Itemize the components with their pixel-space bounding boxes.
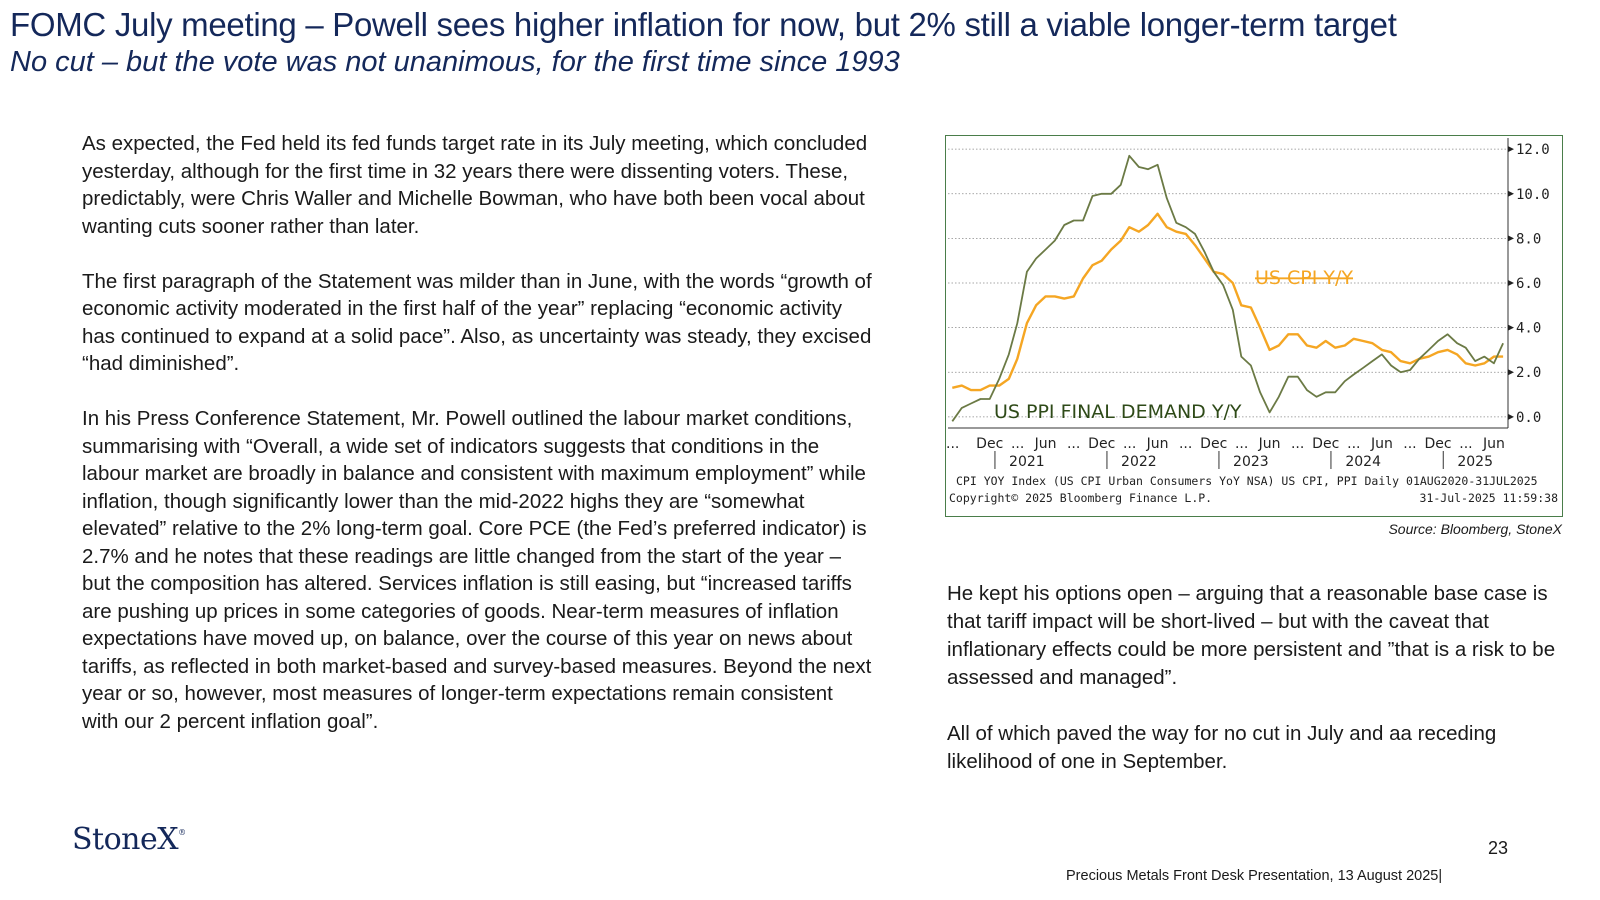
chart-footer-copyright: Copyright© 2025 Bloomberg Finance L.P. (949, 491, 1212, 505)
chart-footer-description: CPI YOY Index (US CPI Urban Consumers Yo… (956, 474, 1538, 488)
x-year-label: 2021 (1009, 454, 1045, 470)
y-tick-label: 4.0 (1516, 321, 1541, 337)
x-tick-ellipsis: ... (1067, 436, 1080, 452)
y-tick-marker (1508, 146, 1514, 153)
footer-text: Precious Metals Front Desk Presentation,… (1066, 868, 1443, 884)
x-month-label: Jun (1258, 436, 1281, 452)
x-year-label: 2025 (1457, 454, 1493, 470)
x-month-label: Jun (1370, 436, 1393, 452)
ppi-series-line (951, 154, 1504, 422)
x-month-label: Dec (1424, 436, 1451, 452)
inflation-chart: 0.0 2.0 4.0 6.0 8.0 10.0 12.0 US CPI Y/Y US PPI … (945, 135, 1563, 517)
x-tick-ellipsis: ... (1235, 436, 1248, 452)
x-month-label: Dec (1312, 436, 1339, 452)
page-subtitle: No cut – but the vote was not unanimous,… (10, 46, 900, 78)
paragraph: The first paragraph of the Statement was… (82, 269, 872, 376)
y-tick-label: 12.0 (1516, 142, 1550, 158)
page-number: 23 (1488, 838, 1509, 858)
y-tick-label: 10.0 (1516, 187, 1550, 203)
paragraph: All of which paved the way for no cut in… (947, 722, 1497, 773)
x-tick-ellipsis: ... (1011, 436, 1024, 452)
x-tick-ellipsis: ... (946, 436, 959, 452)
x-month-label: Jun (1482, 436, 1505, 452)
x-tick-ellipsis: ... (1459, 436, 1472, 452)
x-tick-ellipsis: ... (1179, 436, 1192, 452)
y-tick-marker (1508, 280, 1514, 286)
x-month-label: Jun (1034, 436, 1057, 452)
chart-footer-timestamp: 31-Jul-2025 11:59:38 (1420, 491, 1559, 505)
x-tick-ellipsis: ... (1347, 436, 1360, 452)
x-tick-ellipsis: ... (1403, 436, 1416, 452)
y-tick-label: 2.0 (1516, 365, 1541, 381)
x-tick-ellipsis: ... (1291, 436, 1304, 452)
cpi-series-line (952, 212, 1504, 392)
logo-mark: ® (178, 828, 186, 837)
paragraph: As expected, the Fed held its fed funds … (82, 132, 868, 238)
cpi-series-label: US CPI Y/Y (1255, 267, 1353, 289)
logo-text: StoneX (72, 822, 179, 857)
right-text-column: He kept his options open – arguing that … (947, 580, 1577, 804)
chart-svg: 0.0 2.0 4.0 6.0 8.0 10.0 12.0 US CPI Y/Y US PPI … (946, 138, 1559, 505)
ppi-series-label: US PPI FINAL DEMAND Y/Y (994, 401, 1242, 423)
paragraph: He kept his options open – arguing that … (947, 582, 1556, 689)
y-tick-label: 0.0 (1516, 410, 1541, 426)
x-tick-ellipsis: ... (1123, 436, 1136, 452)
y-tick-marker (1508, 324, 1514, 331)
x-month-label: Dec (1200, 436, 1227, 452)
y-tick-label: 8.0 (1516, 231, 1541, 247)
y-tick-marker (1508, 413, 1514, 420)
y-tick-marker (1508, 369, 1514, 376)
stonex-logo: StoneX® (72, 822, 186, 857)
paragraph: In his Press Conference Statement, Mr. P… (82, 407, 872, 733)
y-tick-label: 6.0 (1516, 276, 1541, 292)
x-month-label: Dec (976, 436, 1003, 452)
y-tick-marker (1508, 235, 1514, 242)
x-month-label: Jun (1146, 436, 1169, 452)
left-text-column: As expected, the Fed held its fed funds … (82, 130, 872, 763)
x-year-label: 2024 (1345, 454, 1381, 470)
x-year-label: 2023 (1233, 454, 1269, 470)
y-tick-marker (1508, 190, 1514, 197)
page-title: FOMC July meeting – Powell sees higher i… (10, 6, 1397, 43)
x-year-label: 2022 (1121, 454, 1157, 470)
x-month-label: Dec (1088, 436, 1115, 452)
source-note: Source: Bloomberg, StoneX (1388, 521, 1562, 537)
